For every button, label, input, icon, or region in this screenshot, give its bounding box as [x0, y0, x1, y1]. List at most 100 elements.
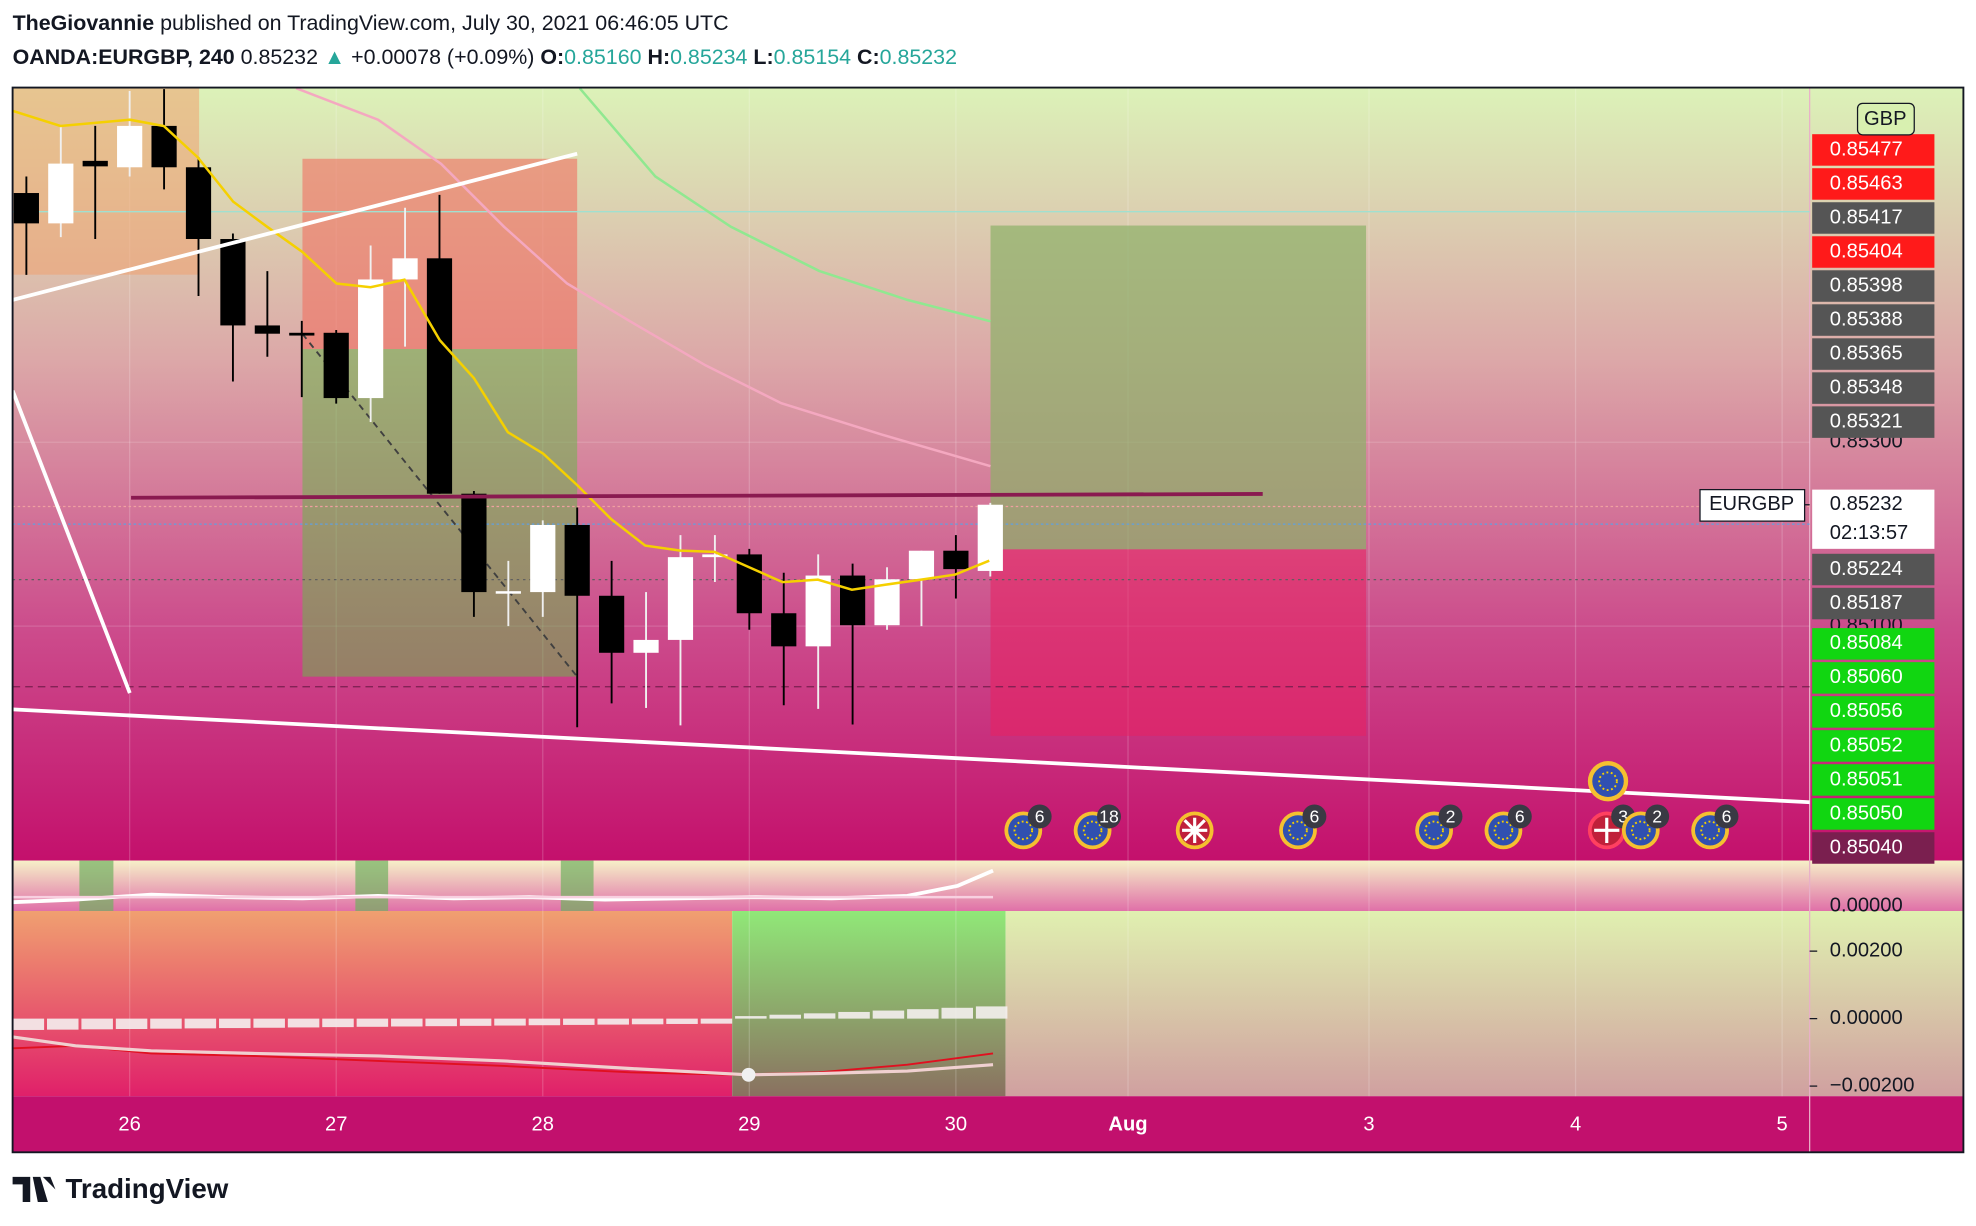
- candle-body: [220, 239, 246, 326]
- eu-stars: [1082, 820, 1103, 841]
- trend-line: [12, 151, 578, 302]
- drawings: [12, 88, 1810, 736]
- eu-stars: [1631, 820, 1651, 841]
- zone-box: [12, 88, 200, 275]
- x-tick-label: Aug: [1108, 1114, 1147, 1136]
- price-label-box: [1812, 406, 1935, 438]
- price-label: 0.85040: [1830, 836, 1903, 858]
- countdown: 02:13:57: [1830, 522, 1908, 544]
- event-count: 18: [1099, 806, 1119, 826]
- last-price-label: 0.85232: [1830, 493, 1903, 515]
- osc-bar: [631, 1018, 664, 1025]
- price-label-box: [1812, 764, 1935, 796]
- close: 0.85232: [880, 45, 957, 69]
- trend-line: [12, 707, 1810, 805]
- oscillator-pane-right: [1005, 910, 1964, 1097]
- osc-bar: [528, 1018, 561, 1026]
- candle-body: [805, 575, 831, 647]
- osc-bar: [975, 1006, 1008, 1019]
- candle-body: [530, 524, 556, 593]
- eu-stars: [1493, 820, 1514, 841]
- oscillator-line: [12, 1035, 994, 1077]
- count-badge: [1438, 804, 1463, 829]
- uk-cross: [1182, 817, 1208, 843]
- low: 0.85154: [774, 45, 851, 69]
- candle-body: [426, 258, 453, 494]
- signal-stripe: [560, 860, 594, 911]
- open: 0.85160: [564, 45, 641, 69]
- candle-body: [392, 258, 418, 280]
- price-label: 0.85365: [1830, 342, 1903, 364]
- price-label-box: [1812, 202, 1935, 234]
- osc-bar: [391, 1018, 423, 1027]
- osc-bar: [47, 1018, 79, 1030]
- eu-stars: [1424, 820, 1444, 841]
- target-box: [990, 225, 1367, 550]
- events: 6 18 6 2 6 3 2 6: [1004, 804, 1739, 850]
- oscillator-pane-left: [12, 910, 733, 1097]
- event-count: 6: [1722, 806, 1732, 826]
- osc-bar: [12, 1018, 45, 1030]
- price-label: 0.85187: [1830, 592, 1903, 614]
- published: published on TradingView.com, July 30, 2…: [160, 11, 728, 35]
- symbol-label: EURGBP: [1709, 493, 1794, 515]
- eu-stars: [1598, 771, 1618, 791]
- candle-body: [564, 524, 590, 596]
- x-tick-label: 28: [532, 1114, 554, 1136]
- price-label-box: [1812, 730, 1935, 762]
- osc-bar: [769, 1014, 801, 1019]
- price-label: 0.85398: [1830, 274, 1903, 296]
- x-tick-label: 3: [1363, 1114, 1374, 1136]
- osc-bar: [459, 1018, 492, 1026]
- author: TheGiovannie: [13, 11, 155, 35]
- symbol: OANDA:EURGBP, 240: [13, 45, 235, 69]
- moving-average: [295, 88, 991, 468]
- price-label-box: [1812, 372, 1935, 404]
- osc-tick-label: 0.00000: [1830, 1007, 1903, 1029]
- oscillator-pane-green: [732, 910, 1006, 1097]
- osc-bar: [322, 1018, 354, 1028]
- moving-average: [578, 88, 991, 323]
- candle-body: [254, 325, 280, 334]
- event-count: 3: [1618, 806, 1628, 826]
- low-label: L:: [753, 45, 773, 69]
- change: +0.00078 (+0.09%): [351, 45, 534, 69]
- x-tick-label: 4: [1570, 1114, 1581, 1136]
- oscillator: [12, 1006, 1008, 1082]
- event-count: 6: [1035, 806, 1045, 826]
- price-label: 0.85051: [1830, 768, 1903, 790]
- osc-bar: [563, 1018, 595, 1025]
- event-flags: [1175, 761, 1629, 850]
- osc-bar: [838, 1011, 870, 1019]
- count-badge: [1027, 804, 1052, 829]
- osc-bar: [872, 1010, 905, 1019]
- header-line-1: TheGiovannie published on TradingView.co…: [13, 11, 729, 35]
- candle-body: [461, 493, 487, 593]
- price-label: 0.85056: [1830, 700, 1903, 722]
- pane2-tick-label: 0.00000: [1830, 894, 1903, 916]
- footer-logo: TradingView: [12, 1173, 229, 1204]
- candle-body: [977, 504, 1003, 571]
- signal-stripe: [79, 860, 114, 911]
- candle-body: [358, 279, 384, 399]
- count-badge: [1097, 804, 1121, 829]
- price-label-box: [1812, 236, 1935, 268]
- osc-bar: [287, 1018, 320, 1028]
- osc-bar: [803, 1013, 836, 1019]
- osc-bar: [941, 1007, 974, 1019]
- price-label-box: [1812, 304, 1935, 336]
- eu-flag: [1592, 765, 1624, 797]
- candle-body: [633, 639, 659, 653]
- x-axis-strip: [12, 1096, 1964, 1152]
- candle-body: [82, 160, 108, 167]
- price-label: 0.85388: [1830, 308, 1903, 330]
- price-label: 0.85060: [1830, 666, 1903, 688]
- last-price-box: [1812, 489, 1935, 549]
- signal-line: [12, 1044, 994, 1076]
- count-badge: [1714, 804, 1739, 829]
- price-axis: 0.851000.853000.854770.854630.854170.854…: [1699, 102, 1935, 1096]
- candle-body: [771, 613, 797, 647]
- osc-bar: [494, 1018, 526, 1026]
- osc-tick-label: −0.00200: [1830, 1074, 1915, 1096]
